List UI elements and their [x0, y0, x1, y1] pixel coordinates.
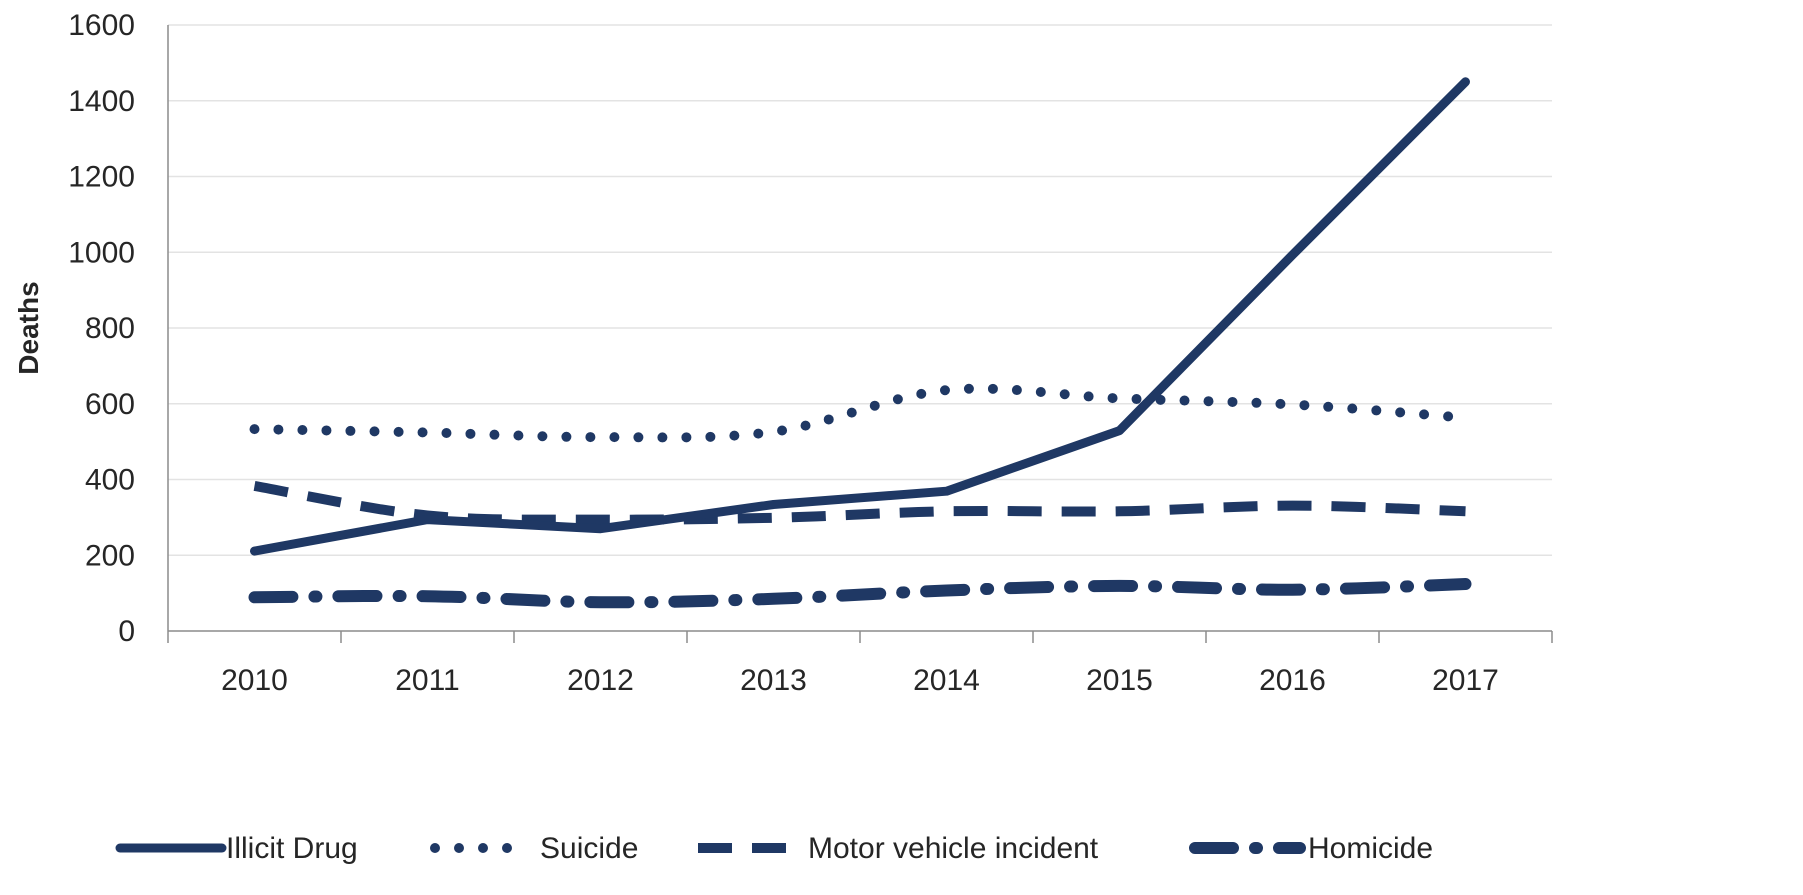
x-tick-label: 2013: [740, 664, 807, 697]
legend-label-suicide: Suicide: [540, 832, 638, 865]
x-tick-label: 2016: [1259, 664, 1326, 697]
legend-label-motor-vehicle-incident: Motor vehicle incident: [808, 832, 1099, 865]
series-line-illicit-drug: [250, 77, 1470, 556]
y-tick-label: 1400: [68, 85, 135, 118]
legend-label-illicit-drug: Illicit Drug: [226, 832, 358, 865]
y-axis-title: Deaths: [13, 281, 44, 374]
series-line-motor-vehicle-incident: [253, 480, 1466, 525]
data-point-suicide: [597, 433, 605, 441]
y-tick-label: 0: [118, 615, 135, 648]
series-line-homicide: [248, 578, 1472, 609]
series-line-suicide: [249, 383, 1471, 443]
data-point-suicide: [1289, 401, 1297, 409]
x-tick-label: 2017: [1432, 664, 1499, 697]
y-tick-label: 600: [85, 388, 135, 421]
y-tick-label: 800: [85, 312, 135, 345]
x-tick-label: 2010: [221, 664, 288, 697]
y-tick-label: 1000: [68, 236, 135, 269]
x-tick-label: 2015: [1086, 664, 1153, 697]
x-tick-label: 2014: [913, 664, 980, 697]
data-point-suicide: [770, 428, 778, 436]
y-tick-label: 200: [85, 539, 135, 572]
x-tick-label: 2012: [567, 664, 634, 697]
x-tick-label: 2011: [395, 664, 460, 697]
data-point-suicide: [1462, 414, 1470, 422]
legend-label-homicide: Homicide: [1308, 832, 1433, 865]
y-tick-label: 1200: [68, 161, 135, 194]
y-tick-label: 1600: [68, 9, 135, 42]
data-point-motor-vehicle-incident: [943, 507, 951, 515]
y-tick-label: 400: [85, 464, 135, 497]
